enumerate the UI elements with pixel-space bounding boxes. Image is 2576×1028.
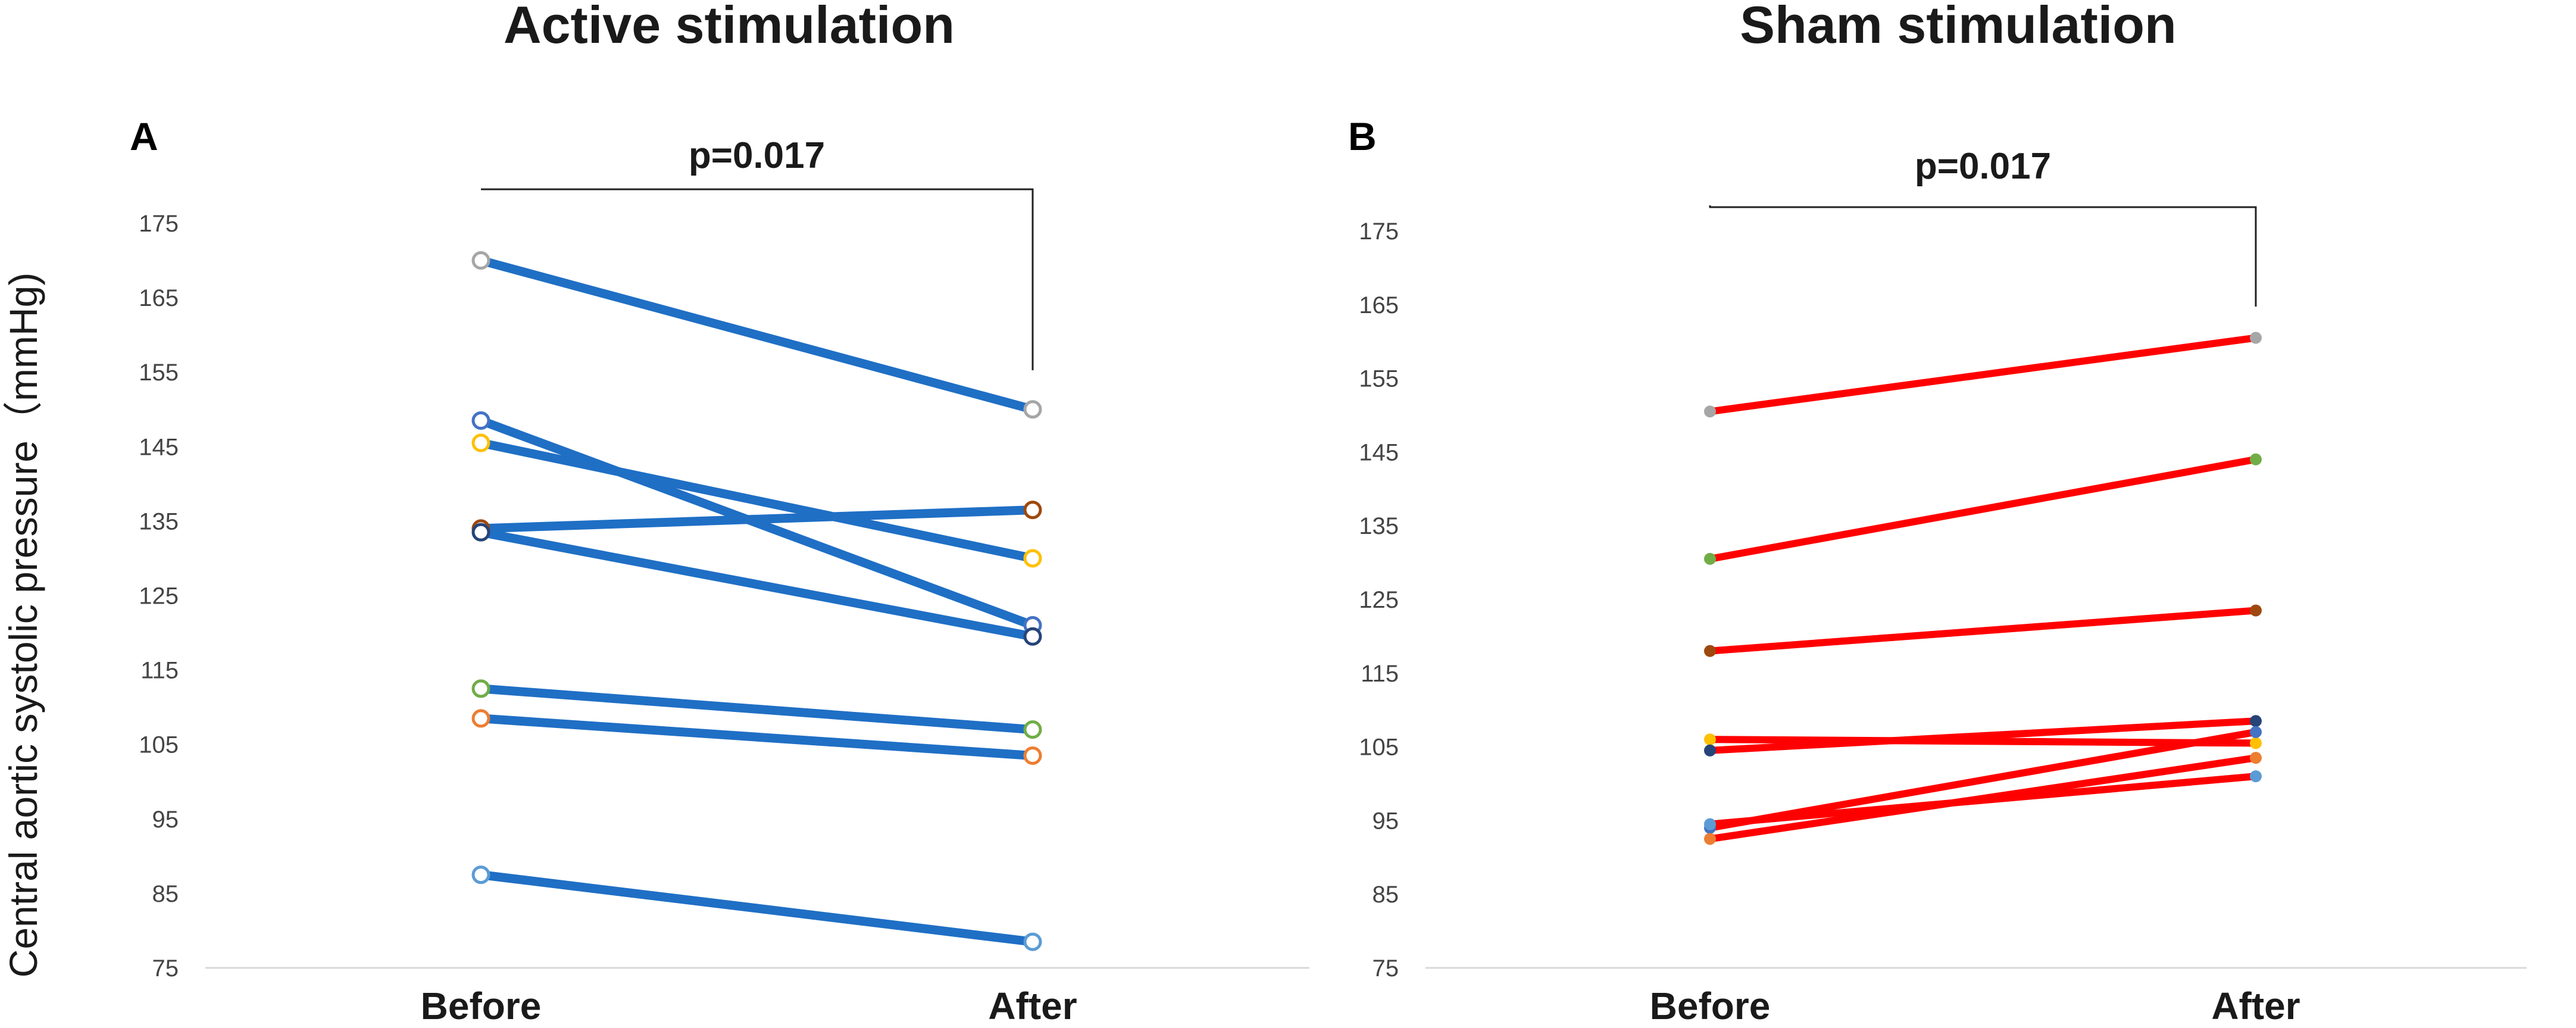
y-tick-label: 105	[1359, 735, 1399, 761]
data-point	[1023, 501, 1042, 520]
data-point	[2250, 726, 2262, 738]
data-point	[2250, 737, 2262, 749]
data-point	[2250, 715, 2262, 727]
data-point	[1704, 552, 1716, 565]
data-point	[471, 523, 490, 542]
y-tick-label: 95	[1373, 808, 1399, 834]
significance-bracket	[481, 188, 1034, 370]
y-tick-label: 85	[152, 881, 179, 907]
x-category-label: Before	[421, 985, 542, 1027]
significance-bracket	[1709, 205, 2257, 307]
data-point	[471, 411, 490, 430]
series-line	[476, 684, 1037, 735]
y-tick-label: 125	[139, 583, 179, 610]
y-tick-label: 175	[139, 211, 179, 237]
data-point	[1023, 932, 1042, 951]
y-tick-label: 145	[1359, 439, 1399, 465]
data-point	[2250, 453, 2262, 465]
series-line	[1706, 607, 2259, 655]
panel-a: Active stimulation A 175 165 155 145 135 125 115…	[130, 0, 1309, 1027]
y-tick-label: 115	[140, 658, 179, 684]
y-tick-label: 175	[1359, 218, 1399, 245]
series-line	[1706, 717, 2259, 754]
series-line	[1706, 736, 2259, 747]
y-tick-label: 75	[152, 955, 179, 982]
y-tick-label: 165	[1359, 292, 1399, 318]
y-tick-label: 155	[139, 360, 179, 386]
series-line	[1706, 773, 2259, 828]
chart-title: Active stimulation	[504, 0, 955, 54]
p-value-label: p=0.017	[1915, 146, 2051, 187]
series-line	[476, 527, 1037, 641]
y-tick-label: 95	[152, 807, 179, 833]
series-line	[476, 438, 1037, 563]
data-point	[2250, 752, 2262, 764]
data-point	[1023, 720, 1042, 739]
data-point	[1023, 627, 1042, 646]
data-point	[2250, 770, 2262, 783]
panel-letter: A	[130, 114, 158, 158]
data-point	[1023, 549, 1042, 568]
y-axis-label: Central aortic systolic pressure（mmHg)	[1, 273, 45, 978]
panel-b: Sham stimulation B 175 165 155 145 135 125 115 10…	[1348, 0, 2527, 1027]
y-tick-label: 165	[139, 285, 179, 311]
series-line	[476, 505, 1037, 533]
x-category-label: After	[2211, 985, 2300, 1027]
y-tick-label: 75	[1373, 955, 1399, 982]
data-point	[1704, 405, 1716, 418]
x-category-label: After	[988, 985, 1077, 1027]
data-point	[471, 679, 490, 698]
panel-letter: B	[1348, 114, 1377, 158]
y-tick-label: 135	[139, 508, 179, 535]
y-tick-label: 105	[139, 732, 179, 758]
chart-title: Sham stimulation	[1740, 0, 2176, 54]
data-point	[2250, 332, 2262, 344]
data-point	[1704, 645, 1716, 657]
p-value-label: p=0.017	[689, 135, 825, 176]
y-tick-label: 135	[1359, 513, 1399, 539]
x-category-label: Before	[1650, 985, 1771, 1027]
data-point	[1704, 833, 1716, 845]
series-line	[476, 714, 1037, 760]
data-point	[1023, 400, 1042, 419]
data-point	[471, 433, 490, 452]
y-tick-label: 85	[1373, 882, 1399, 908]
y-tick-label: 155	[1359, 366, 1399, 392]
y-tick-label: 125	[1359, 587, 1399, 613]
data-point	[1704, 744, 1716, 757]
data-point	[1704, 818, 1716, 830]
data-point	[1023, 746, 1042, 765]
data-point	[471, 865, 490, 885]
data-point	[471, 709, 490, 728]
series-line	[1706, 455, 2259, 563]
y-tick-label: 145	[139, 434, 179, 460]
data-point	[1704, 733, 1716, 746]
series-line	[1706, 728, 2259, 832]
data-point	[471, 251, 490, 270]
data-point	[2250, 604, 2262, 617]
y-tick-label: 115	[1361, 661, 1399, 687]
series-line	[476, 256, 1037, 414]
series-line	[476, 870, 1037, 946]
series-line	[1706, 334, 2259, 415]
